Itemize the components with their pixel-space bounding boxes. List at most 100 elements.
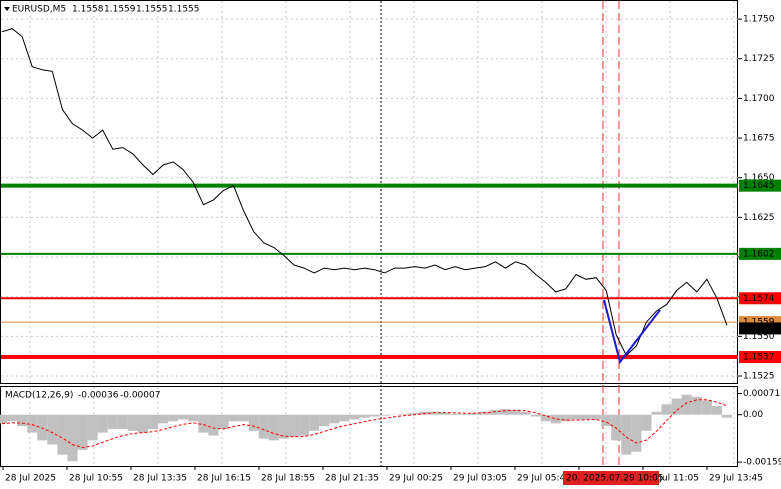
macd-bar — [178, 414, 189, 420]
macd-bar — [621, 414, 632, 455]
macd-bar — [480, 411, 491, 415]
macd-bar — [117, 414, 128, 430]
macd-bar — [248, 414, 259, 431]
macd-bar — [359, 414, 370, 418]
macd-bar — [681, 394, 692, 415]
ohlc-value: 1.1559 — [104, 5, 136, 15]
macd-bar — [127, 414, 138, 431]
macd-bar — [450, 413, 461, 415]
y-tick-label: 1.1725 — [743, 54, 775, 64]
menu-icon — [4, 7, 10, 11]
macd-bar — [218, 414, 229, 430]
macd-bar — [550, 414, 561, 424]
macd-bar — [701, 400, 712, 415]
macd-bar — [631, 414, 642, 452]
signal-line — [1, 399, 728, 449]
macd-reading: -0.00036 — [78, 391, 119, 401]
macd-bar — [329, 414, 340, 424]
macd-reading: -0.00007 — [120, 391, 160, 401]
macd-bar — [369, 414, 380, 417]
macd-bar — [47, 414, 58, 445]
macd-bar — [470, 412, 481, 415]
macd-bar — [168, 414, 179, 422]
macd-bar — [319, 414, 330, 427]
x-tick-label: 28 Jul 21:35 — [325, 474, 379, 484]
macd-bar — [399, 413, 410, 415]
level-tag — [739, 179, 781, 192]
macd-bar — [409, 412, 420, 415]
macd-tick-label: 0.00071 — [743, 389, 780, 399]
level-label: 1.1602 — [743, 249, 775, 259]
macd-bar — [429, 411, 441, 415]
ohlc-value: 1.1555 — [168, 5, 200, 15]
x-tick-label: 28 Jul 18:55 — [261, 474, 315, 484]
macd-bar — [17, 414, 28, 427]
y-tick-label: 1.1625 — [743, 213, 775, 223]
y-tick-label: 1.1650 — [743, 173, 775, 183]
cursor-time: 20. 2025.07.29 10:05 — [566, 474, 664, 484]
level-tag — [739, 247, 781, 260]
macd-bar — [87, 414, 98, 441]
macd-bar — [671, 398, 682, 415]
macd-bar — [601, 414, 612, 427]
x-tick-label: 29 Jul 05:45 — [517, 474, 571, 484]
macd-bar — [651, 411, 662, 415]
x-tick-label: 29 Jul 11:05 — [645, 474, 699, 484]
macd-bar — [510, 409, 521, 415]
macd-bar — [440, 412, 451, 415]
macd-bar — [580, 414, 592, 420]
macd-bar — [500, 409, 511, 415]
macd-bar — [107, 414, 118, 430]
macd-bar — [339, 414, 350, 422]
price-line — [1, 28, 728, 357]
macd-bar — [97, 414, 108, 433]
macd-bar — [560, 414, 571, 422]
macd-title: MACD(12,26,9) — [5, 391, 73, 401]
macd-bar — [309, 414, 320, 431]
macd-bar — [57, 414, 68, 455]
level-label: 1.1574 — [743, 294, 775, 304]
macd-bar — [389, 414, 400, 416]
y-tick-label: 1.1525 — [743, 372, 775, 382]
macd-bar — [137, 414, 149, 433]
x-tick-label: 28 Jul 16:15 — [197, 474, 251, 484]
macd-bar — [238, 414, 249, 422]
macd-bar — [530, 414, 541, 417]
x-tick-label: 29 Jul 13:45 — [709, 474, 763, 484]
macd-bar — [148, 414, 159, 430]
macd-bar — [27, 414, 38, 433]
macd-tick-label: -0.00159 — [743, 458, 781, 468]
y-tick-label: 1.1550 — [743, 332, 775, 342]
y-tick-label: 1.1675 — [743, 134, 775, 144]
macd-bar — [570, 414, 581, 420]
macd-bar — [490, 409, 501, 415]
macd-bar — [198, 414, 209, 433]
x-tick-label: 28 Jul 13:35 — [133, 474, 187, 484]
macd-bar — [77, 414, 88, 450]
symbol: EURUSD,M5 — [12, 5, 66, 15]
x-tick-label: 29 Jul 03:05 — [453, 474, 507, 484]
macd-bar — [520, 411, 531, 415]
level-label: 1.1537 — [743, 352, 775, 362]
main-panel — [0, 0, 738, 384]
macd-bar — [158, 414, 169, 424]
macd-bar — [591, 414, 602, 420]
macd-bar — [0, 414, 8, 424]
level-label: 1.1555 — [743, 324, 775, 334]
macd-bar — [288, 414, 300, 437]
x-tick-label: 28 Jul 10:55 — [69, 474, 123, 484]
y-tick-label: 1.1700 — [743, 94, 775, 104]
x-tick-label: 28 Jul 2025 — [5, 474, 56, 484]
level-label: 1.1645 — [743, 181, 775, 191]
macd-bar — [7, 414, 18, 422]
ohlc-value: 1.1558 — [72, 5, 104, 15]
macd-bar — [349, 414, 360, 420]
macd-bar — [711, 406, 722, 415]
y-tick-label: 1.1750 — [743, 15, 775, 25]
macd-bar — [641, 414, 652, 431]
level-tag — [739, 350, 781, 363]
macd-bar — [691, 396, 702, 415]
macd-bar — [268, 414, 279, 441]
macd-bar — [37, 414, 48, 441]
